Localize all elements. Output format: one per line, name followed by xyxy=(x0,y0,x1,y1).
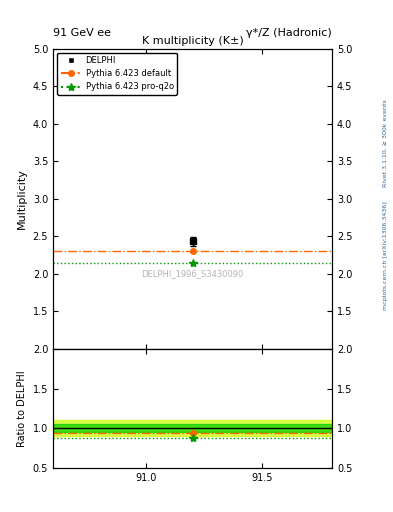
Legend: DELPHI, Pythia 6.423 default, Pythia 6.423 pro-q2o: DELPHI, Pythia 6.423 default, Pythia 6.4… xyxy=(57,53,177,95)
Text: DELPHI_1996_S3430090: DELPHI_1996_S3430090 xyxy=(141,269,244,278)
Text: mcplots.cern.ch [arXiv:1306.3436]: mcplots.cern.ch [arXiv:1306.3436] xyxy=(383,202,388,310)
Y-axis label: Ratio to DELPHI: Ratio to DELPHI xyxy=(17,370,27,447)
Text: 91 GeV ee: 91 GeV ee xyxy=(53,28,111,38)
Bar xyxy=(53,420,332,437)
Y-axis label: Multiplicity: Multiplicity xyxy=(17,168,27,229)
Text: Rivet 3.1.10, ≥ 300k events: Rivet 3.1.10, ≥ 300k events xyxy=(383,99,388,187)
Bar xyxy=(53,424,332,433)
Text: γ*/Z (Hadronic): γ*/Z (Hadronic) xyxy=(246,28,332,38)
Title: K multiplicity (K±): K multiplicity (K±) xyxy=(142,36,243,47)
